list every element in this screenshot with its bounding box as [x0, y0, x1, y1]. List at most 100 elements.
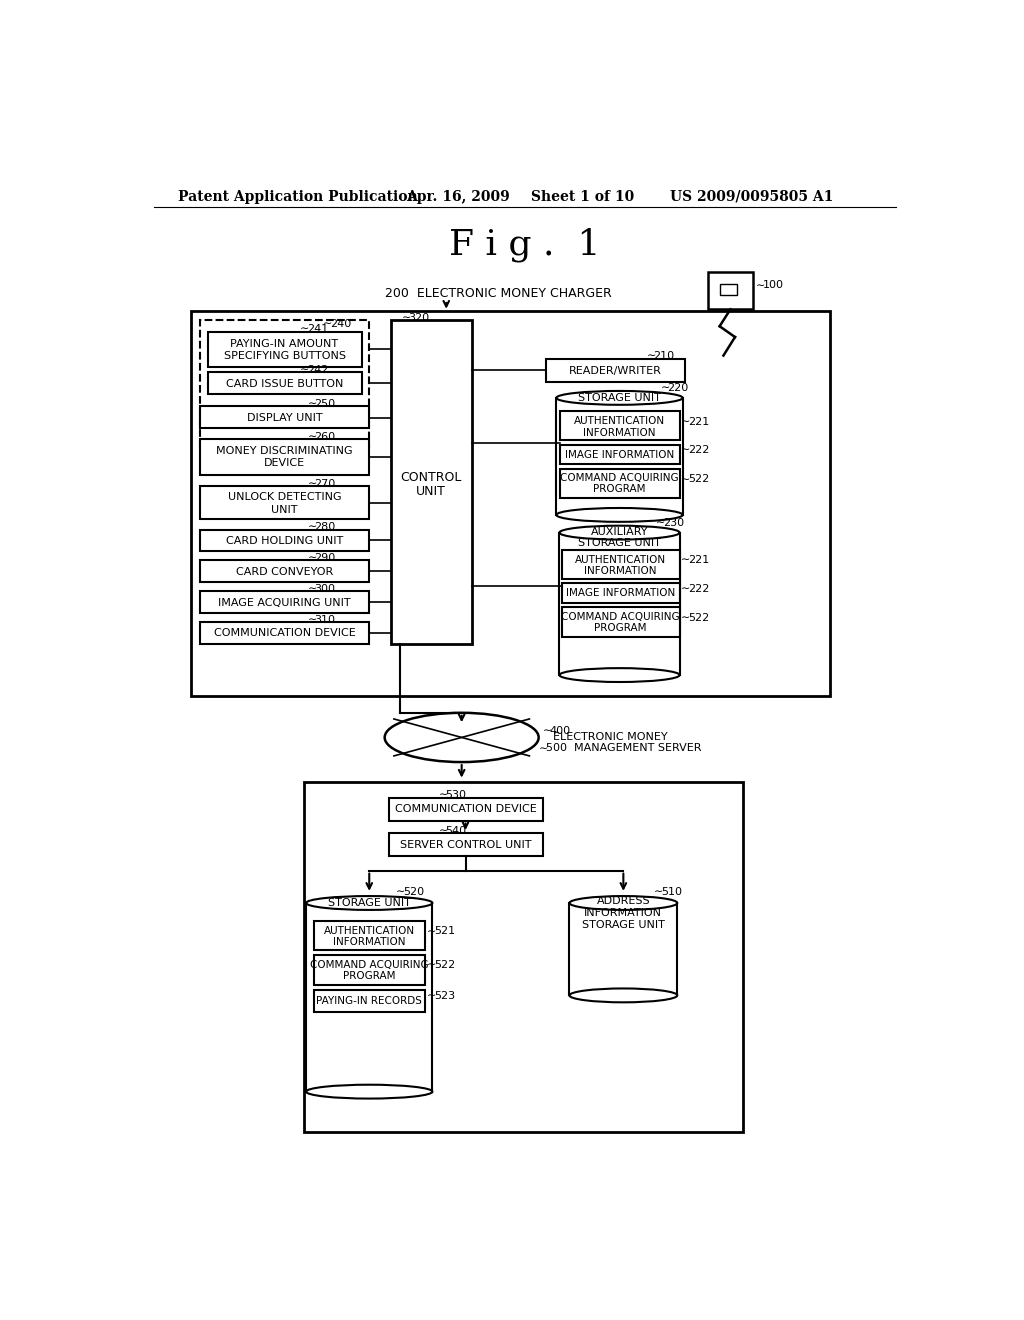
Text: 523: 523: [434, 991, 455, 1001]
Text: ∼: ∼: [681, 612, 690, 623]
Text: 200  ELECTRONIC MONEY CHARGER: 200 ELECTRONIC MONEY CHARGER: [385, 288, 611, 301]
Text: ∼: ∼: [655, 517, 665, 528]
Text: ∼: ∼: [681, 583, 690, 594]
Text: STORAGE UNIT: STORAGE UNIT: [579, 393, 660, 403]
Text: ∼: ∼: [681, 556, 690, 565]
Text: COMMAND ACQUIRING: COMMAND ACQUIRING: [560, 473, 679, 483]
Bar: [560, 445, 680, 465]
Text: PAYING-IN AMOUNT: PAYING-IN AMOUNT: [230, 339, 339, 348]
Text: ∼: ∼: [427, 927, 436, 936]
Text: 241: 241: [307, 325, 328, 334]
Text: 222: 222: [688, 583, 710, 594]
Text: 270: 270: [314, 479, 336, 490]
Text: 280: 280: [314, 523, 336, 532]
Text: STORAGE UNIT: STORAGE UNIT: [579, 537, 660, 548]
Ellipse shape: [569, 896, 677, 909]
Text: AUTHENTICATION: AUTHENTICATION: [573, 416, 665, 426]
Bar: [313, 956, 425, 985]
Bar: [313, 990, 425, 1011]
Text: COMMUNICATION DEVICE: COMMUNICATION DEVICE: [394, 804, 537, 814]
Text: 530: 530: [445, 791, 467, 800]
Text: 522: 522: [434, 961, 456, 970]
Bar: [388, 797, 543, 821]
Bar: [560, 469, 680, 498]
Text: UNIT: UNIT: [416, 484, 445, 498]
Ellipse shape: [306, 896, 432, 909]
Ellipse shape: [559, 668, 680, 682]
Text: ∼: ∼: [681, 474, 690, 484]
Text: ∼: ∼: [654, 887, 664, 898]
Text: INFORMATION: INFORMATION: [584, 428, 655, 437]
Bar: [559, 533, 680, 675]
Bar: [388, 833, 543, 857]
Text: UNIT: UNIT: [271, 504, 298, 515]
Bar: [720, 284, 736, 294]
Text: Patent Application Publication: Patent Application Publication: [178, 190, 418, 203]
Text: CARD ISSUE BUTTON: CARD ISSUE BUTTON: [226, 379, 343, 389]
Text: ELECTRONIC MONEY: ELECTRONIC MONEY: [553, 733, 668, 742]
Text: ∼: ∼: [307, 553, 317, 564]
Text: 260: 260: [314, 432, 336, 442]
Text: PROGRAM: PROGRAM: [343, 972, 395, 981]
Text: AUXILIARY: AUXILIARY: [591, 527, 648, 537]
Text: ∼: ∼: [307, 615, 317, 624]
Text: 210: 210: [653, 351, 675, 362]
Text: IMAGE INFORMATION: IMAGE INFORMATION: [565, 450, 674, 459]
Bar: [391, 321, 472, 644]
Text: 220: 220: [668, 383, 688, 393]
Text: 310: 310: [314, 615, 336, 624]
Text: SPECIFYING BUTTONS: SPECIFYING BUTTONS: [223, 351, 345, 360]
Text: COMMAND ACQUIRING: COMMAND ACQUIRING: [310, 960, 429, 970]
Bar: [562, 583, 680, 603]
Ellipse shape: [306, 1085, 432, 1098]
Text: 250: 250: [314, 399, 336, 409]
Text: US 2009/0095805 A1: US 2009/0095805 A1: [670, 190, 833, 203]
Text: COMMUNICATION DEVICE: COMMUNICATION DEVICE: [214, 628, 355, 639]
Text: F i g .  1: F i g . 1: [450, 227, 600, 261]
Text: READER/WRITER: READER/WRITER: [569, 366, 663, 376]
Text: ∼: ∼: [307, 523, 317, 532]
Text: ∼: ∼: [427, 961, 436, 970]
Text: ∼: ∼: [646, 351, 655, 362]
Bar: [200, 561, 370, 582]
Text: AUTHENTICATION: AUTHENTICATION: [324, 925, 415, 936]
Text: ADDRESS: ADDRESS: [597, 896, 650, 907]
Text: INFORMATION: INFORMATION: [585, 908, 663, 917]
Text: MONEY DISCRIMINATING: MONEY DISCRIMINATING: [216, 446, 353, 455]
Text: STORAGE UNIT: STORAGE UNIT: [582, 920, 665, 929]
Ellipse shape: [569, 989, 677, 1002]
Text: STORAGE UNIT: STORAGE UNIT: [328, 898, 411, 908]
Text: ∼: ∼: [307, 479, 317, 490]
Text: 522: 522: [688, 474, 710, 484]
Text: CARD HOLDING UNIT: CARD HOLDING UNIT: [226, 536, 343, 546]
Bar: [313, 921, 425, 950]
Text: UNLOCK DETECTING: UNLOCK DETECTING: [227, 492, 341, 502]
Bar: [708, 272, 753, 309]
Bar: [547, 359, 685, 381]
Text: 522: 522: [688, 612, 710, 623]
Bar: [562, 549, 680, 579]
Text: ∼: ∼: [396, 887, 406, 898]
Bar: [208, 372, 361, 395]
Text: 221: 221: [688, 417, 710, 426]
Text: CARD CONVEYOR: CARD CONVEYOR: [236, 566, 333, 577]
Text: COMMAND ACQUIRING: COMMAND ACQUIRING: [561, 611, 680, 622]
Bar: [208, 331, 361, 367]
Text: PAYING-IN RECORDS: PAYING-IN RECORDS: [316, 995, 422, 1006]
Text: 500  MANAGEMENT SERVER: 500 MANAGEMENT SERVER: [547, 743, 701, 754]
Bar: [306, 903, 432, 1092]
Text: Apr. 16, 2009: Apr. 16, 2009: [407, 190, 510, 203]
Text: 300: 300: [314, 583, 336, 594]
Text: INFORMATION: INFORMATION: [333, 937, 406, 948]
Text: ∼: ∼: [681, 445, 690, 455]
Text: ∼: ∼: [681, 417, 690, 426]
Text: DEVICE: DEVICE: [264, 458, 305, 469]
Text: 400: 400: [550, 726, 570, 735]
Bar: [562, 607, 680, 636]
Text: ∼: ∼: [300, 325, 309, 334]
Text: 222: 222: [688, 445, 710, 455]
Bar: [200, 321, 370, 447]
Bar: [200, 486, 370, 519]
Text: ∼: ∼: [438, 791, 447, 800]
Text: PROGRAM: PROGRAM: [594, 623, 646, 634]
